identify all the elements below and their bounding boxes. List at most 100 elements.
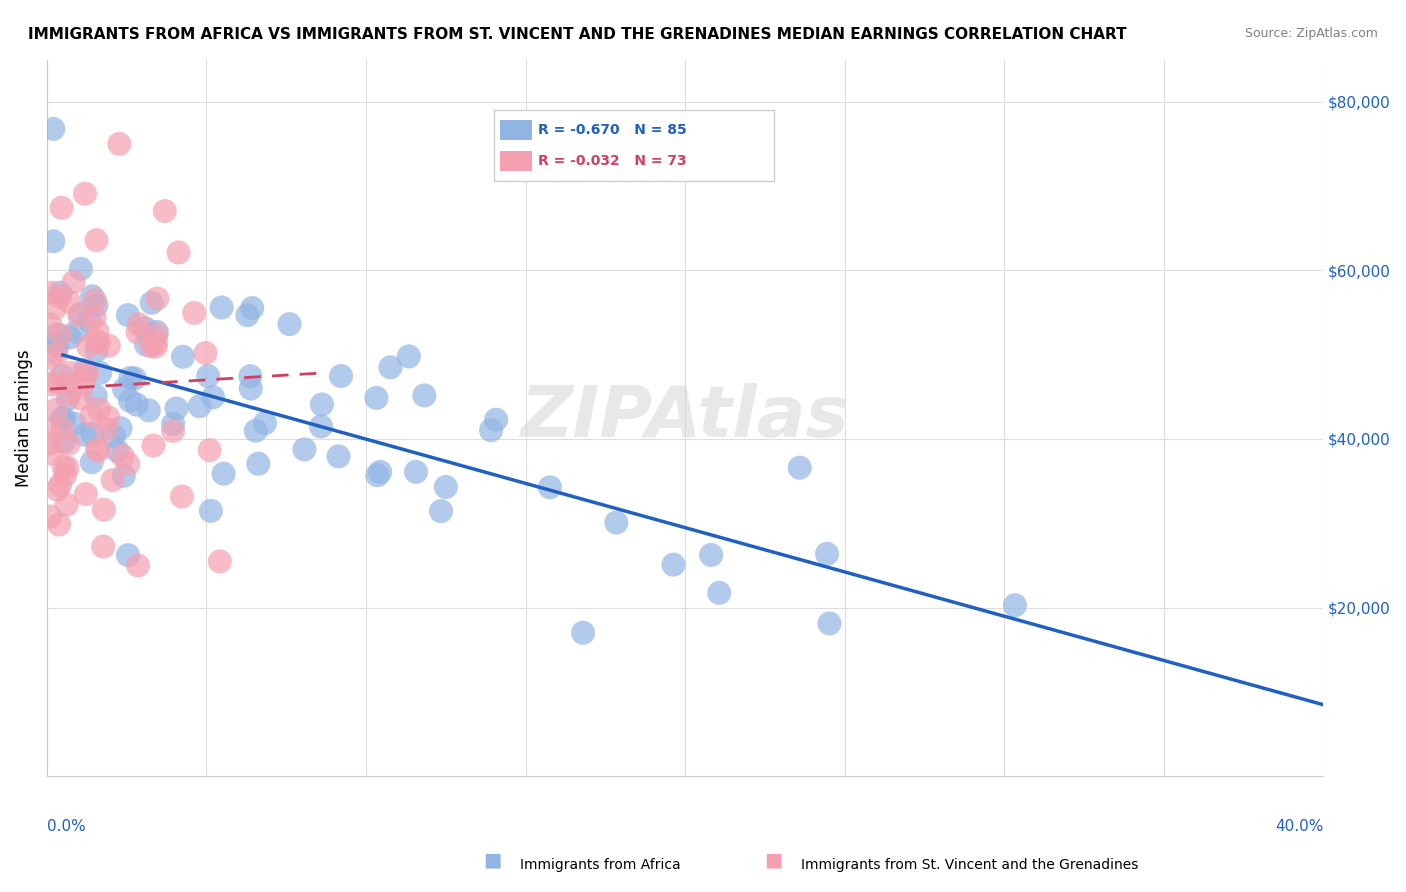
Point [311,397,333,411]
Point [112,468,135,483]
Point [45,402,67,417]
Point [56,392,79,406]
Point [46,338,69,352]
Point [89,366,111,380]
Point [82,289,104,303]
Point [183,306,205,320]
Point [39,285,62,300]
Point [117,548,139,562]
Point [82,426,104,441]
Point [59,330,82,344]
Point [211,301,233,315]
Point [72,376,94,391]
Point [145,327,167,342]
Point [87,402,110,417]
Point [77,339,100,353]
Point [59,366,82,380]
Point [58,436,80,450]
Point [83,310,105,325]
Point [67,309,90,323]
Point [51,411,73,425]
Point [59,386,82,401]
Point [292,442,315,457]
Text: R = -0.032   N = 73: R = -0.032 N = 73 [538,154,688,169]
Point [41,351,63,366]
Point [52,422,75,436]
Point [162,424,184,438]
Point [366,391,388,405]
Point [398,350,420,364]
Point [789,460,811,475]
Point [97,339,120,353]
Point [80,455,103,469]
Point [538,480,561,494]
Point [49,478,72,492]
Point [42,234,65,248]
Point [170,490,193,504]
Point [1004,599,1026,613]
Point [39,436,62,450]
Point [278,317,301,331]
Point [120,393,142,408]
Point [73,186,96,201]
Point [53,411,76,425]
Point [49,328,72,343]
Point [110,421,132,435]
Point [605,516,627,530]
Point [42,122,65,136]
Point [146,325,169,339]
Point [134,321,156,335]
Point [49,290,72,304]
Point [39,318,62,332]
Point [818,616,841,631]
Text: Immigrants from Africa: Immigrants from Africa [520,858,681,872]
Point [198,443,221,458]
Point [56,460,79,475]
Point [117,308,139,322]
Point [247,457,270,471]
Point [103,429,125,443]
Point [572,625,595,640]
Point [39,422,62,436]
Point [86,343,108,358]
Point [69,306,91,320]
Point [44,375,66,389]
Point [117,457,139,471]
Point [44,301,66,315]
Point [245,424,267,438]
Point [405,465,427,479]
Point [112,383,135,397]
Text: 40.0%: 40.0% [1275,819,1323,834]
Point [162,417,184,431]
Point [39,509,62,524]
Y-axis label: Median Earnings: Median Earnings [15,349,32,487]
Point [127,558,149,573]
Point [167,245,190,260]
Point [366,468,388,483]
Point [51,368,73,383]
Point [240,301,263,315]
Point [86,233,108,247]
Point [141,295,163,310]
Point [197,369,219,384]
Point [188,399,211,413]
Point [73,427,96,442]
Point [86,298,108,312]
Text: Immigrants from St. Vincent and the Grenadines: Immigrants from St. Vincent and the Gren… [801,858,1139,872]
Point [84,334,107,348]
Point [91,540,114,554]
Point [76,364,98,378]
Point [138,403,160,417]
Point [128,318,150,332]
FancyBboxPatch shape [501,151,531,170]
Point [479,423,502,437]
Point [815,547,838,561]
Point [87,443,110,458]
Point [45,347,67,361]
Text: Source: ZipAtlas.com: Source: ZipAtlas.com [1244,27,1378,40]
Point [328,450,350,464]
Point [46,483,69,497]
Point [330,369,353,384]
Point [49,285,72,300]
Point [41,447,63,461]
